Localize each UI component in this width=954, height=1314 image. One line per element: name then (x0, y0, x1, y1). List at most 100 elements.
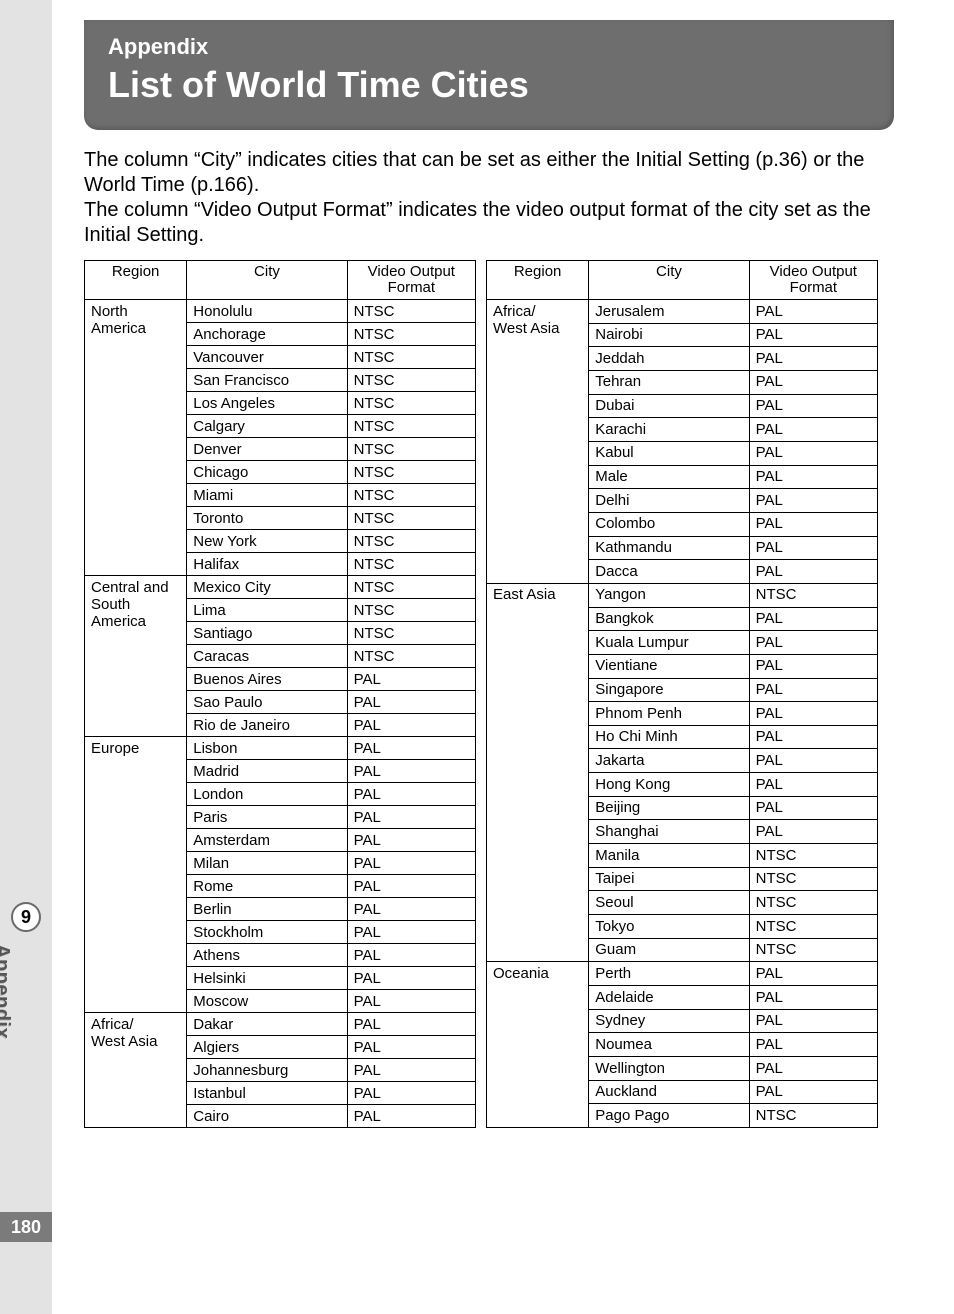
region-cell: East Asia (487, 583, 589, 962)
city-cell: Ho Chi Minh (589, 725, 749, 749)
format-cell: NTSC (347, 438, 475, 461)
city-cell: Lisbon (187, 737, 347, 760)
intro-text: The column “City” indicates cities that … (84, 148, 894, 248)
format-cell: PAL (749, 1033, 877, 1057)
format-cell: PAL (749, 1057, 877, 1081)
city-cell: Sao Paulo (187, 691, 347, 714)
format-cell: NTSC (347, 484, 475, 507)
format-cell: PAL (749, 962, 877, 986)
city-cell: Vancouver (187, 346, 347, 369)
city-cell: Toronto (187, 507, 347, 530)
format-cell: NTSC (347, 323, 475, 346)
city-cell: Sydney (589, 1009, 749, 1033)
format-cell: PAL (749, 773, 877, 797)
format-cell: NTSC (749, 583, 877, 607)
format-cell: NTSC (749, 915, 877, 939)
city-cell: Rio de Janeiro (187, 714, 347, 737)
th-region: Region (85, 261, 187, 300)
city-cell: Anchorage (187, 323, 347, 346)
city-cell: Hong Kong (589, 773, 749, 797)
city-table-right: RegionCityVideo OutputFormatAfrica/ West… (486, 260, 878, 1128)
city-cell: Phnom Penh (589, 702, 749, 726)
format-cell: NTSC (347, 300, 475, 323)
table-row: OceaniaPerthPAL (487, 962, 878, 986)
format-cell: PAL (749, 1080, 877, 1104)
format-cell: PAL (749, 986, 877, 1010)
city-cell: Kuala Lumpur (589, 631, 749, 655)
format-cell: NTSC (347, 645, 475, 668)
format-cell: NTSC (347, 507, 475, 530)
format-cell: PAL (749, 796, 877, 820)
intro-p1: The column “City” indicates cities that … (84, 149, 864, 196)
city-cell: Tokyo (589, 915, 749, 939)
format-cell: NTSC (749, 891, 877, 915)
table-row: North AmericaHonoluluNTSC (85, 300, 476, 323)
tables-container: RegionCityVideo OutputFormatNorth Americ… (84, 260, 894, 1128)
format-cell: PAL (749, 323, 877, 347)
region-cell: Central and South America (85, 576, 187, 737)
format-cell: PAL (749, 512, 877, 536)
city-cell: Guam (589, 938, 749, 962)
city-cell: Jerusalem (589, 300, 749, 324)
city-cell: Kathmandu (589, 536, 749, 560)
format-cell: NTSC (749, 938, 877, 962)
format-cell: PAL (347, 668, 475, 691)
side-tab-strip: 9 Appendix 180 (0, 0, 52, 1314)
table-row: East AsiaYangonNTSC (487, 583, 878, 607)
city-cell: Delhi (589, 489, 749, 513)
format-cell: PAL (347, 783, 475, 806)
city-cell: Perth (589, 962, 749, 986)
city-cell: Chicago (187, 461, 347, 484)
format-cell: PAL (749, 749, 877, 773)
format-cell: PAL (347, 1013, 475, 1036)
city-cell: Moscow (187, 990, 347, 1013)
city-cell: Manila (589, 844, 749, 868)
format-cell: PAL (347, 1105, 475, 1128)
city-cell: Dubai (589, 394, 749, 418)
th-format: Video OutputFormat (347, 261, 475, 300)
city-cell: San Francisco (187, 369, 347, 392)
format-cell: NTSC (749, 844, 877, 868)
format-cell: PAL (749, 536, 877, 560)
city-cell: Rome (187, 875, 347, 898)
city-cell: New York (187, 530, 347, 553)
section-number: 9 (21, 907, 31, 928)
format-cell: PAL (749, 489, 877, 513)
city-cell: Cairo (187, 1105, 347, 1128)
format-cell: NTSC (347, 576, 475, 599)
format-cell: NTSC (347, 599, 475, 622)
city-cell: Tehran (589, 370, 749, 394)
city-cell: Madrid (187, 760, 347, 783)
format-cell: PAL (749, 631, 877, 655)
format-cell: PAL (347, 898, 475, 921)
format-cell: PAL (347, 852, 475, 875)
city-cell: Karachi (589, 418, 749, 442)
city-cell: Helsinki (187, 967, 347, 990)
format-cell: NTSC (347, 622, 475, 645)
city-cell: Denver (187, 438, 347, 461)
table-row: Central and South AmericaMexico CityNTSC (85, 576, 476, 599)
format-cell: PAL (749, 465, 877, 489)
city-cell: Kabul (589, 441, 749, 465)
city-cell: Yangon (589, 583, 749, 607)
region-cell: Oceania (487, 962, 589, 1128)
city-cell: Dakar (187, 1013, 347, 1036)
format-cell: PAL (347, 990, 475, 1013)
city-cell: Male (589, 465, 749, 489)
city-cell: Singapore (589, 678, 749, 702)
city-cell: Taipei (589, 867, 749, 891)
format-cell: PAL (347, 944, 475, 967)
city-cell: Algiers (187, 1036, 347, 1059)
format-cell: NTSC (347, 392, 475, 415)
city-cell: Berlin (187, 898, 347, 921)
city-cell: Dacca (589, 560, 749, 584)
city-cell: London (187, 783, 347, 806)
format-cell: PAL (347, 806, 475, 829)
table-row: Africa/ West AsiaJerusalemPAL (487, 300, 878, 324)
city-cell: Jakarta (589, 749, 749, 773)
section-number-badge: 9 (11, 902, 41, 932)
format-cell: PAL (749, 820, 877, 844)
city-cell: Amsterdam (187, 829, 347, 852)
city-cell: Paris (187, 806, 347, 829)
format-cell: PAL (749, 300, 877, 324)
